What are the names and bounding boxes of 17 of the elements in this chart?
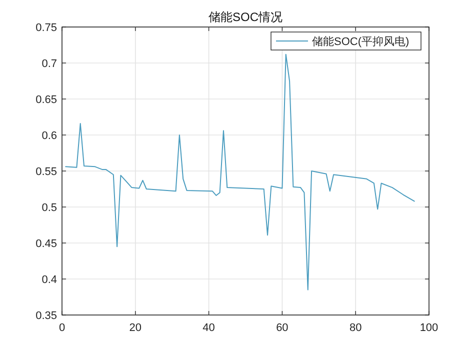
y-tick-label: 0.45 [36, 238, 57, 250]
x-tick-label: 0 [58, 322, 66, 334]
y-tick-label: 0.5 [42, 202, 57, 214]
y-tick-label: 0.65 [36, 94, 57, 106]
y-tick-label: 0.6 [42, 130, 57, 142]
y-tick-label: 0.4 [42, 274, 57, 286]
x-tick-label: 40 [202, 322, 215, 334]
x-tick-label: 20 [129, 322, 142, 334]
y-tick-label: 0.75 [36, 22, 57, 34]
x-tick-label: 100 [420, 322, 438, 334]
y-tick-label: 0.55 [36, 166, 57, 178]
chart-title: 储能SOC情况 [208, 10, 283, 24]
y-tick-label: 0.35 [36, 310, 57, 322]
legend-label: 储能SOC(平抑风电) [312, 35, 410, 48]
x-tick-label: 60 [276, 322, 288, 334]
y-tick-label: 0.7 [42, 58, 57, 70]
x-tick-label: 80 [349, 322, 362, 334]
